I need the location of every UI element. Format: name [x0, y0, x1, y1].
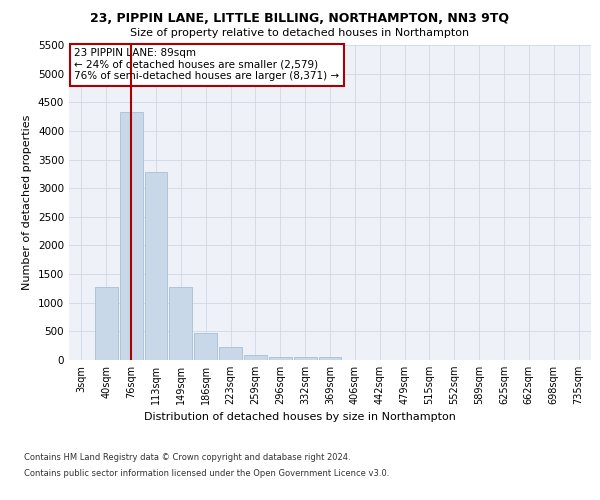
- Bar: [319, 356, 341, 360]
- Text: Distribution of detached houses by size in Northampton: Distribution of detached houses by size …: [144, 412, 456, 422]
- Text: Size of property relative to detached houses in Northampton: Size of property relative to detached ho…: [130, 28, 470, 38]
- Bar: [244, 354, 267, 360]
- Y-axis label: Number of detached properties: Number of detached properties: [22, 115, 32, 290]
- Bar: [169, 288, 192, 360]
- Bar: [219, 348, 242, 360]
- Text: Contains public sector information licensed under the Open Government Licence v3: Contains public sector information licen…: [24, 468, 389, 477]
- Text: 23, PIPPIN LANE, LITTLE BILLING, NORTHAMPTON, NN3 9TQ: 23, PIPPIN LANE, LITTLE BILLING, NORTHAM…: [91, 12, 509, 26]
- Bar: [294, 357, 317, 360]
- Bar: [145, 172, 167, 360]
- Bar: [120, 112, 143, 360]
- Text: Contains HM Land Registry data © Crown copyright and database right 2024.: Contains HM Land Registry data © Crown c…: [24, 454, 350, 462]
- Bar: [269, 356, 292, 360]
- Bar: [95, 288, 118, 360]
- Text: 23 PIPPIN LANE: 89sqm
← 24% of detached houses are smaller (2,579)
76% of semi-d: 23 PIPPIN LANE: 89sqm ← 24% of detached …: [74, 48, 340, 82]
- Bar: [194, 333, 217, 360]
